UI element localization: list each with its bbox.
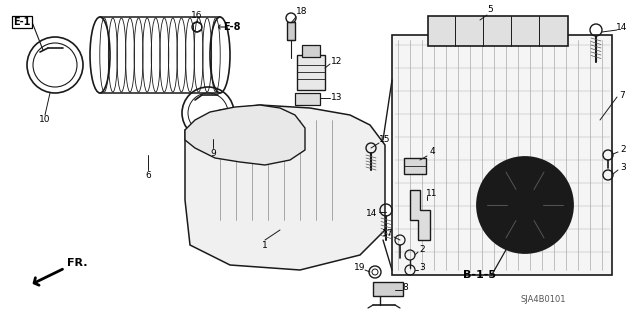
Text: 19: 19 xyxy=(355,263,365,272)
Text: 17: 17 xyxy=(382,229,394,239)
Polygon shape xyxy=(185,105,305,165)
Bar xyxy=(295,93,320,105)
Bar xyxy=(302,45,320,57)
Text: SJA4B0101: SJA4B0101 xyxy=(520,295,566,305)
Text: 16: 16 xyxy=(191,11,203,20)
Text: 11: 11 xyxy=(426,189,438,198)
Bar xyxy=(373,282,403,296)
Text: 8: 8 xyxy=(402,284,408,293)
Text: 3: 3 xyxy=(620,164,626,173)
Text: 5: 5 xyxy=(487,5,493,14)
Bar xyxy=(287,22,295,40)
Text: E-8: E-8 xyxy=(223,22,241,32)
Bar xyxy=(297,55,325,90)
Text: 13: 13 xyxy=(332,93,343,102)
Text: 7: 7 xyxy=(619,91,625,100)
Circle shape xyxy=(477,157,573,253)
Text: 10: 10 xyxy=(39,115,51,124)
Text: 12: 12 xyxy=(332,57,342,66)
Text: 15: 15 xyxy=(380,136,391,145)
Text: 2: 2 xyxy=(620,145,626,154)
Polygon shape xyxy=(185,105,385,270)
Text: FR.: FR. xyxy=(67,258,87,268)
Polygon shape xyxy=(392,35,612,275)
Text: 18: 18 xyxy=(296,8,308,17)
Polygon shape xyxy=(410,190,430,240)
Text: 4: 4 xyxy=(429,147,435,157)
Text: E-1: E-1 xyxy=(13,17,31,27)
Text: B-1-5: B-1-5 xyxy=(463,270,497,280)
Text: 9: 9 xyxy=(210,149,216,158)
Bar xyxy=(428,16,568,46)
Text: 3: 3 xyxy=(419,263,425,272)
Text: 6: 6 xyxy=(145,170,151,180)
Bar xyxy=(404,158,426,174)
Text: 14: 14 xyxy=(366,209,378,218)
Text: 1: 1 xyxy=(262,241,268,249)
Text: 2: 2 xyxy=(419,246,425,255)
Text: 14: 14 xyxy=(616,24,628,33)
